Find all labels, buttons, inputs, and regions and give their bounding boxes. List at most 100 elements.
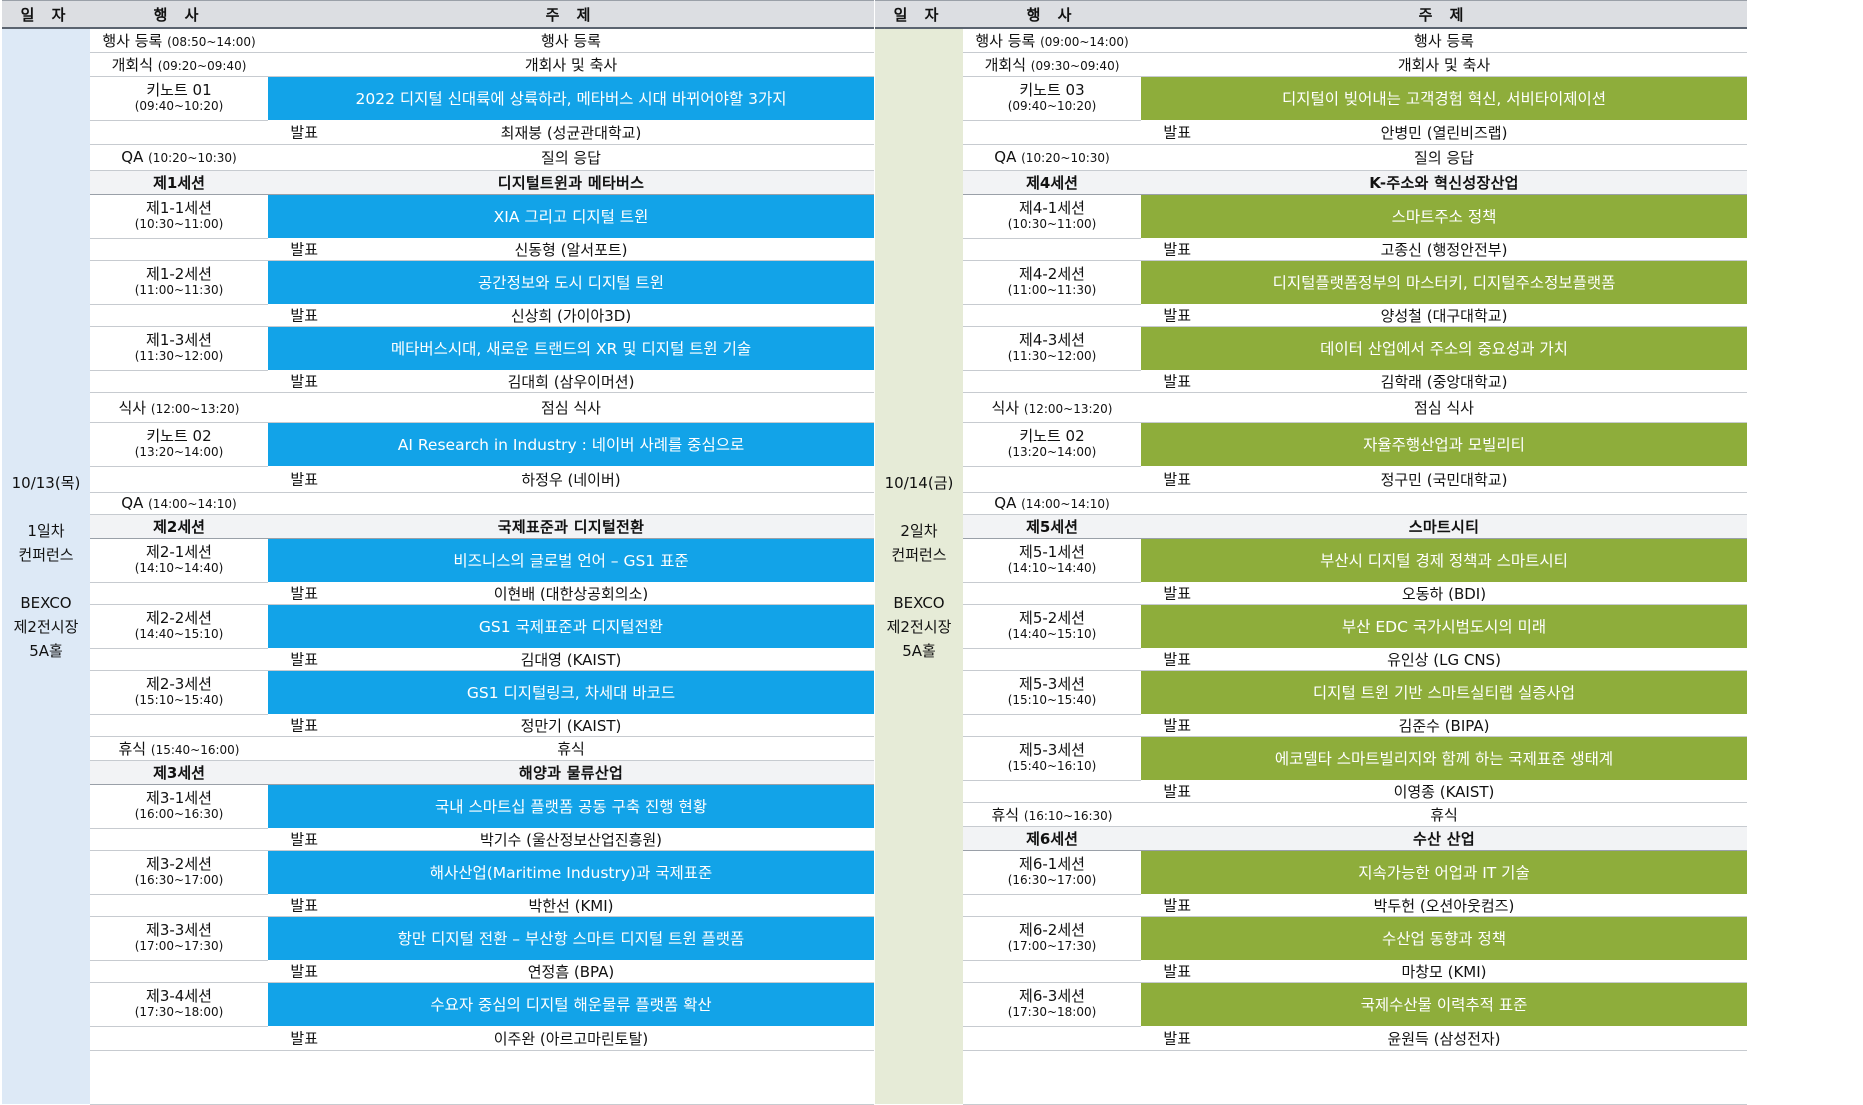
table-row: 제3-3세션 (17:00~17:30) 항만 디지털 전환 – 부산항 스마트 디… xyxy=(2,916,874,961)
presenter-name: 안병민 (열린비즈랩) xyxy=(1141,120,1747,145)
session-name: 제3세션 xyxy=(90,759,268,785)
header-topic: 주 제 xyxy=(268,0,874,29)
topic-text: 질의 응답 xyxy=(1141,144,1747,171)
talk-title: 항만 디지털 전환 – 부산항 스마트 디지털 트윈 플랫폼 xyxy=(268,916,874,961)
talk-title: XIA 그리고 디지털 트윈 xyxy=(268,194,874,239)
event-name: 키노트 01 xyxy=(146,81,212,100)
table-row: 키노트 01 (09:40~10:20) 2022 디지털 신대륙에 상륙하라, 메… xyxy=(2,76,874,121)
empty-cell xyxy=(1141,1050,1747,1105)
topic-text: 휴식 xyxy=(1141,802,1747,827)
event-time: (16:30~17:00) xyxy=(134,872,224,887)
event-time: (14:40~15:10) xyxy=(134,626,224,641)
session-theme: 해양과 물류산업 xyxy=(268,759,874,785)
event-time: (13:20~14:00) xyxy=(1007,444,1097,459)
presenter-row: 발표 김학래 (중앙대학교) xyxy=(875,370,1747,393)
venue-room: 5A홀 xyxy=(902,641,936,660)
presenter-row: 발표 하정우 (네이버) xyxy=(2,466,874,493)
presenter-name: 김대영 (KAIST) xyxy=(268,648,874,671)
empty-cell xyxy=(90,1050,268,1105)
session-theme: 스마트시티 xyxy=(1141,513,1747,539)
presenter-name: 박두헌 (오션아웃컴즈) xyxy=(1141,894,1747,917)
presenter-label: 발표 xyxy=(963,370,1191,393)
presenter-row: 발표 최재붕 (성균관대학교) xyxy=(2,120,874,145)
event-cell: 제5-2세션 (14:40~15:10) xyxy=(963,604,1141,649)
event-time: (11:00~11:30) xyxy=(134,282,224,297)
topic-text xyxy=(1141,492,1747,515)
event-name: 제4-3세션 xyxy=(1019,331,1085,350)
presenter-label: 발표 xyxy=(963,960,1191,983)
presenter-row: 발표 유인상 (LG CNS) xyxy=(875,648,1747,671)
presenter-row: 발표 양성철 (대구대학교) xyxy=(875,304,1747,327)
talk-title: GS1 국제표준과 디지털전환 xyxy=(268,604,874,649)
topic-text: 질의 응답 xyxy=(268,144,874,171)
event-time: (16:10~16:30) xyxy=(1023,808,1113,823)
topic-text: 점심 식사 xyxy=(1141,392,1747,423)
table-row: 제1-2세션 (11:00~11:30) 공간정보와 도시 디지털 트윈 xyxy=(2,260,874,305)
presenter-label: 발표 xyxy=(963,1026,1191,1051)
presenter-row: 발표 윤원득 (삼성전자) xyxy=(875,1026,1747,1051)
talk-title: 수요자 중심의 디지털 해운물류 플랫폼 확산 xyxy=(268,982,874,1027)
presenter-row: 발표 연정흠 (BPA) xyxy=(2,960,874,983)
venue-hall: 제2전시장 xyxy=(886,617,952,636)
presenter-label-text: 발표 xyxy=(290,306,318,325)
event-cell: 제3-1세션 (16:00~16:30) xyxy=(90,784,268,829)
session-theme: 디지털트윈과 메타버스 xyxy=(268,169,874,195)
event-cell: QA (10:20~10:30) xyxy=(963,144,1141,171)
presenter-row: 발표 박두헌 (오션아웃컴즈) xyxy=(875,894,1747,917)
presenter-name: 오동하 (BDI) xyxy=(1141,582,1747,605)
presenter-label: 발표 xyxy=(90,714,318,737)
event-name: 휴식 xyxy=(991,805,1020,824)
table-row: 10/14(금) 2일차 컨퍼런스 BEXCO 제2전시장 5A홀 행사 등록 (09:… xyxy=(875,28,1747,1104)
event-time: (09:40~10:20) xyxy=(134,98,224,113)
presenter-row: 발표 정구민 (국민대학교) xyxy=(875,466,1747,493)
presenter-name: 마창모 (KMI) xyxy=(1141,960,1747,983)
presenter-name: 이현배 (대한상공회의소) xyxy=(268,582,874,605)
presenter-label: 발표 xyxy=(90,120,318,145)
event-cell: 제3-3세션 (17:00~17:30) xyxy=(90,916,268,961)
topic-text: 점심 식사 xyxy=(268,392,874,423)
presenter-row: 발표 이주완 (아르고마린토탈) xyxy=(2,1026,874,1051)
header-event: 행 사 xyxy=(963,0,1141,29)
empty-cell xyxy=(268,1050,874,1105)
day-label: 1일차 xyxy=(27,521,65,540)
session-name: 제4세션 xyxy=(963,169,1141,195)
event-time: (17:30~18:00) xyxy=(1007,1004,1097,1019)
presenter-row: 발표 김준수 (BIPA) xyxy=(875,714,1747,737)
presenter-row: 발표 이현배 (대한상공회의소) xyxy=(2,582,874,605)
table-row: 제6-1세션 (16:30~17:00) 지속가능한 어업과 IT 기술 xyxy=(875,850,1747,895)
table-row: QA (10:20~10:30) 질의 응답 xyxy=(2,144,874,171)
session-name: 제1세션 xyxy=(90,169,268,195)
table-row: 제4-3세션 (11:30~12:00) 데이터 산업에서 주소의 중요성과 가치 xyxy=(875,326,1747,371)
event-cell: 키노트 02 (13:20~14:00) xyxy=(90,422,268,467)
event-cell: 식사 (12:00~13:20) xyxy=(963,392,1141,423)
event-cell: 제6-3세션 (17:30~18:00) xyxy=(963,982,1141,1027)
event-cell: 제5-1세션 (14:10~14:40) xyxy=(963,538,1141,583)
talk-title: 데이터 산업에서 주소의 중요성과 가치 xyxy=(1141,326,1747,371)
table-row: QA (10:20~10:30) 질의 응답 xyxy=(875,144,1747,171)
event-name: 제2-2세션 xyxy=(146,609,212,628)
empty-cell xyxy=(963,1050,1141,1105)
filler-row xyxy=(2,1050,874,1105)
presenter-row: 발표 박한선 (KMI) xyxy=(2,894,874,917)
table-row: 제2-1세션 (14:10~14:40) 비즈니스의 글로벌 언어 – GS1 표준 xyxy=(2,538,874,583)
talk-title: 부산 EDC 국가시범도시의 미래 xyxy=(1141,604,1747,649)
event-name: 개회식 xyxy=(111,55,154,74)
event-name: 키노트 03 xyxy=(1019,81,1085,100)
talk-title: 수산업 동향과 정책 xyxy=(1141,916,1747,961)
presenter-row: 발표 신상희 (가이아3D) xyxy=(2,304,874,327)
session-name: 제6세션 xyxy=(963,825,1141,851)
event-name: 제3-2세션 xyxy=(146,855,212,874)
presenter-row: 발표 오동하 (BDI) xyxy=(875,582,1747,605)
presenter-label: 발표 xyxy=(90,960,318,983)
table-row: 개회식 (09:30~09:40) 개회사 및 축사 xyxy=(875,52,1747,77)
presenter-name: 양성철 (대구대학교) xyxy=(1141,304,1747,327)
table-row: 식사 (12:00~13:20) 점심 식사 xyxy=(875,392,1747,423)
section-header-row: 제3세션 해양과 물류산업 xyxy=(2,759,874,785)
event-name: QA xyxy=(121,148,144,166)
event-cell: 제3-2세션 (16:30~17:00) xyxy=(90,850,268,895)
header-event: 행 사 xyxy=(90,0,268,29)
event-time: (17:00~17:30) xyxy=(134,938,224,953)
event-name: 제3-3세션 xyxy=(146,921,212,940)
event-name: 식사 xyxy=(991,398,1020,417)
